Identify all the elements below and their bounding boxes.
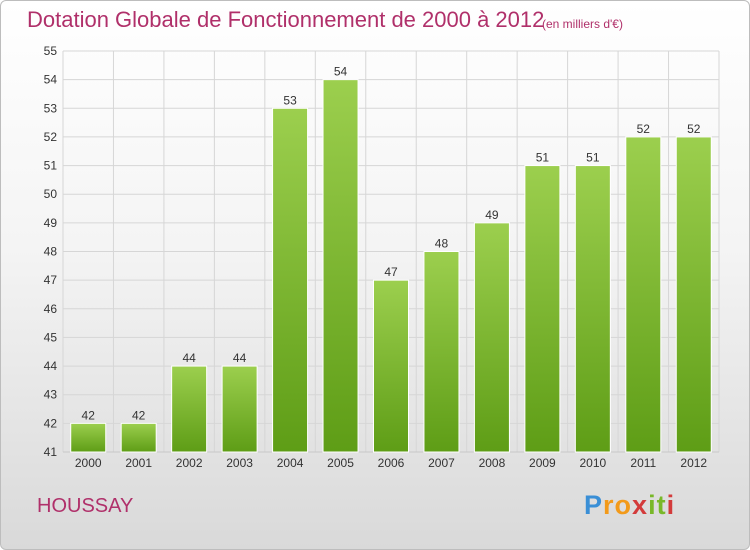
y-tick-label: 44 <box>44 359 58 373</box>
bar-2000 <box>70 422 107 453</box>
bar-value-label: 52 <box>687 122 701 136</box>
bar-2002 <box>171 365 208 453</box>
bar-value-label: 47 <box>384 265 398 279</box>
bar-value-label: 52 <box>637 122 651 136</box>
proxiti-logo: Proxiti <box>584 490 676 520</box>
x-tick-label: 2012 <box>680 456 707 470</box>
x-tick-label: 2009 <box>529 456 556 470</box>
bar-2010 <box>574 165 611 453</box>
x-tick-label: 2000 <box>75 456 102 470</box>
y-tick-label: 47 <box>44 273 58 287</box>
x-tick-label: 2008 <box>479 456 506 470</box>
bar-2005 <box>322 79 359 453</box>
chart-title: Dotation Globale de Fonctionnement de 20… <box>27 7 545 32</box>
y-tick-label: 55 <box>44 44 58 58</box>
y-tick-label: 52 <box>44 130 58 144</box>
bars <box>70 79 712 453</box>
bar-2007 <box>423 251 460 453</box>
y-tick-label: 51 <box>44 159 58 173</box>
commune-name: HOUSSAY <box>37 495 134 517</box>
x-tick-label: 2011 <box>630 456 656 470</box>
bar-value-label: 44 <box>182 351 196 365</box>
y-tick-label: 48 <box>44 245 58 259</box>
bar-2009 <box>524 165 561 453</box>
bar-value-label: 42 <box>132 408 146 422</box>
y-tick-label: 49 <box>44 216 58 230</box>
x-tick-label: 2006 <box>378 456 405 470</box>
x-tick-label: 2001 <box>125 456 152 470</box>
y-axis-tick-labels: 41 42 43 44 45 46 47 48 49 50 51 52 53 54 55 <box>44 44 58 459</box>
x-tick-label: 2004 <box>277 456 304 470</box>
y-tick-label: 43 <box>44 388 58 402</box>
bar-2004 <box>272 107 309 453</box>
x-tick-label: 2005 <box>327 456 354 470</box>
bar-value-label: 44 <box>233 351 247 365</box>
bar-value-label: 54 <box>334 65 348 79</box>
y-tick-label: 46 <box>44 302 58 316</box>
bar-value-label: 48 <box>435 237 449 251</box>
bar-value-labels: 42 42 44 44 53 54 47 48 49 51 51 52 52 <box>82 65 701 423</box>
bar-2008 <box>473 222 510 453</box>
y-tick-label: 42 <box>44 416 58 430</box>
bar-2003 <box>221 365 258 453</box>
bar-2012 <box>675 136 712 453</box>
bar-2006 <box>373 279 409 453</box>
bar-value-label: 51 <box>536 151 550 165</box>
x-axis-tick-labels: 2000 2001 2002 2003 2004 2005 2006 2007 2008 2009… <box>75 456 708 470</box>
x-tick-label: 2002 <box>176 456 203 470</box>
y-tick-label: 50 <box>44 187 58 201</box>
bar-value-label: 53 <box>283 93 297 107</box>
y-tick-label: 53 <box>44 101 58 115</box>
bar-value-label: 42 <box>82 408 96 422</box>
y-tick-label: 45 <box>44 330 58 344</box>
x-tick-label: 2010 <box>579 456 606 470</box>
bar-2001 <box>120 422 157 453</box>
x-tick-label: 2003 <box>226 456 253 470</box>
bar-value-label: 49 <box>485 208 499 222</box>
chart-unit-subtitle: (en milliers d'€) <box>542 17 623 31</box>
y-tick-label: 54 <box>44 73 58 87</box>
bar-value-label: 51 <box>586 151 600 165</box>
bar-2011 <box>625 136 662 453</box>
x-tick-label: 2007 <box>428 456 455 470</box>
y-tick-label: 41 <box>44 445 58 459</box>
